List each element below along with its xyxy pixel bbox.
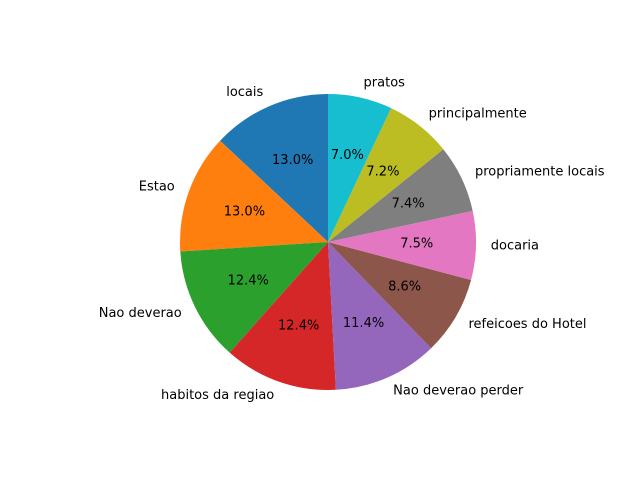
slice-label-4: Nao deverao perder <box>393 384 524 399</box>
labels-layer: locais 13.0% Estao 13.0% Nao deverao 12.4% hab… <box>99 76 605 404</box>
slice-pct-label-7: 7.4% <box>392 196 425 211</box>
slice-pct-label-4: 11.4% <box>343 316 384 331</box>
pie-slice-9 <box>328 94 392 242</box>
pie-slice-0 <box>220 94 328 242</box>
pie-slice-4 <box>328 242 432 390</box>
slice-label-8: principalmente <box>429 107 527 122</box>
slices-layer <box>180 94 476 391</box>
slice-label-3: habitos da regiao <box>161 388 274 403</box>
pie-slice-1 <box>180 140 328 252</box>
slice-pct-label-1: 13.0% <box>224 205 265 220</box>
slice-pct-label-6: 7.5% <box>400 237 433 252</box>
slice-pct-label-2: 12.4% <box>228 273 269 288</box>
slice-pct-label-0: 13.0% <box>272 153 313 168</box>
slice-label-5: refeicoes do Hotel <box>468 317 586 332</box>
slice-pct-label-9: 7.0% <box>331 148 364 163</box>
pie-slice-5 <box>328 242 472 349</box>
pie-slice-8 <box>328 108 444 243</box>
slice-label-2: Nao deverao <box>99 306 182 321</box>
slice-label-1: Estao <box>139 180 175 195</box>
slice-label-6: docaria <box>491 238 539 253</box>
slice-label-7: propriamente locais <box>475 164 605 179</box>
slice-label-0: locais <box>226 85 263 100</box>
slice-pct-label-8: 7.2% <box>366 165 399 180</box>
slice-pct-label-5: 8.6% <box>388 279 421 294</box>
slice-label-9: pratos <box>364 76 406 91</box>
pie-slice-3 <box>229 242 336 391</box>
pie-slice-7 <box>328 149 473 242</box>
pie-slice-2 <box>180 242 328 353</box>
slice-pct-label-3: 12.4% <box>278 318 319 333</box>
pie-slice-6 <box>328 210 476 280</box>
